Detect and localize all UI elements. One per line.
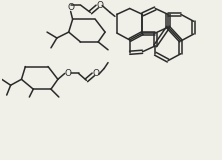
Text: O: O [97,0,104,10]
Text: O: O [64,69,71,78]
Text: O: O [67,4,74,12]
Text: O: O [93,69,100,78]
